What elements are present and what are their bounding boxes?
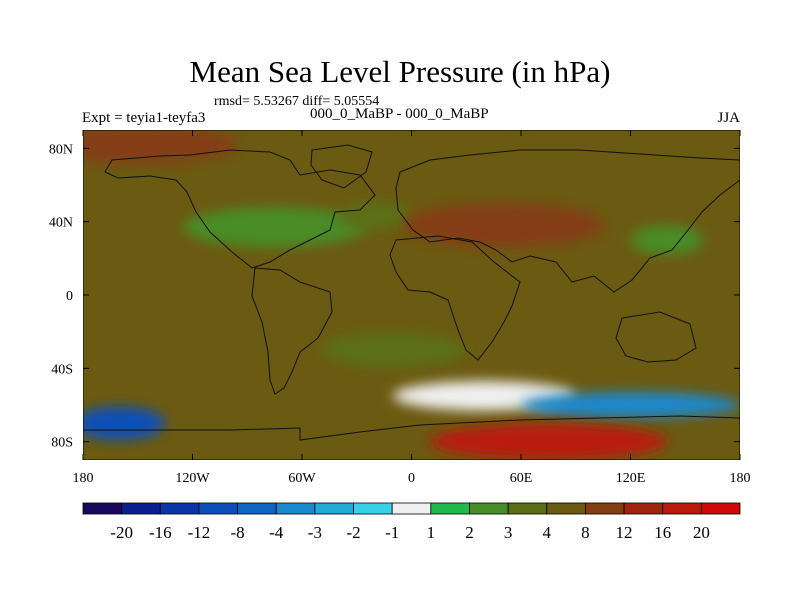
colorbar-swatch-5 xyxy=(275,502,316,515)
colorbar-swatch-4 xyxy=(237,502,277,515)
colorbar-swatch-14 xyxy=(623,502,664,515)
stats-line: rmsd= 5.53267 diff= 5.05554 xyxy=(214,94,380,109)
experiment-label: Expt = teyia1-teyfa3 xyxy=(82,110,206,126)
season-label: JJA xyxy=(717,110,740,126)
coastline-antarctica xyxy=(83,415,740,441)
colorbar-swatch-9 xyxy=(430,502,470,515)
colorbar-swatch-0 xyxy=(82,502,123,515)
colorbar-label-12: 8 xyxy=(581,523,590,542)
colorbar-swatch-2 xyxy=(159,502,200,515)
colorbar-label-3: -8 xyxy=(231,523,245,542)
colorbar-swatch-15 xyxy=(662,502,702,515)
coastlines xyxy=(83,144,740,441)
y-tick-label-4: 80S xyxy=(51,436,73,451)
colorbar-swatch-11 xyxy=(507,502,548,515)
coastline-south-america xyxy=(251,267,333,395)
colorbar-label-0: -20 xyxy=(110,523,133,542)
anomaly-0 xyxy=(183,207,366,248)
coastline-australia xyxy=(615,311,697,363)
coastline-greenland xyxy=(310,144,373,189)
anomaly-3 xyxy=(402,203,604,248)
y-axis: 80N 40N 0 40S 80S xyxy=(49,142,740,451)
anomaly-7 xyxy=(83,406,166,440)
coastline-eurasia xyxy=(395,149,740,293)
colorbar-swatch-10 xyxy=(469,502,509,515)
x-tick-label-5: 120E xyxy=(616,471,646,486)
x-tick-label-2: 60W xyxy=(288,471,316,486)
colorbar-label-4: -4 xyxy=(269,523,284,542)
colorbar-label-2: -12 xyxy=(188,523,211,542)
colorbar-label-10: 3 xyxy=(504,523,513,542)
colorbar-label-14: 16 xyxy=(654,523,671,542)
coastline-africa xyxy=(389,235,521,361)
x-tick-label-1: 120W xyxy=(175,471,210,486)
colorbar-swatch-13 xyxy=(585,502,625,515)
colorbar-swatch-1 xyxy=(121,502,161,515)
anomaly-4 xyxy=(83,130,239,163)
colorbar-swatch-8 xyxy=(391,502,432,515)
colorbar-swatch-16 xyxy=(700,502,741,515)
x-tick-label-6: 180 xyxy=(730,471,751,486)
colorbar: -20 -16 -12 -8 -4 -3 -2 -1 1 2 3 4 8 12 16 20 xyxy=(82,502,741,542)
y-tick-label-2: 0 xyxy=(66,289,73,304)
colorbar-label-15: 20 xyxy=(693,523,710,542)
x-axis: 180 120W 60W 0 60E 120E 180 xyxy=(73,130,751,486)
colorbar-swatch-12 xyxy=(546,502,586,515)
coastline-north-america xyxy=(104,149,376,269)
colorbar-swatch-7 xyxy=(353,502,393,515)
map-area xyxy=(83,130,740,460)
anomaly-layer xyxy=(83,130,740,460)
colorbar-swatch-3 xyxy=(198,502,238,515)
x-tick-label-0: 180 xyxy=(73,471,94,486)
chart-title: Mean Sea Level Pressure (in hPa) xyxy=(189,54,611,89)
y-tick-label-3: 40S xyxy=(51,362,73,377)
subtitle-label: 000_0_MaBP - 000_0_MaBP xyxy=(310,106,489,122)
colorbar-label-9: 2 xyxy=(465,523,474,542)
y-tick-label-0: 80N xyxy=(49,142,73,157)
anomaly-2 xyxy=(630,225,704,255)
x-tick-label-4: 60E xyxy=(510,471,533,486)
anomaly-8 xyxy=(429,423,667,460)
colorbar-label-5: -3 xyxy=(308,523,322,542)
colorbar-label-11: 4 xyxy=(543,523,552,542)
colorbar-label-8: 1 xyxy=(427,523,436,542)
anomaly-9 xyxy=(320,331,467,369)
colorbar-swatch-6 xyxy=(314,502,354,515)
colorbar-label-6: -2 xyxy=(346,523,360,542)
colorbar-label-7: -1 xyxy=(385,523,399,542)
x-tick-label-3: 0 xyxy=(408,471,415,486)
colorbar-label-13: 12 xyxy=(616,523,633,542)
colorbar-label-1: -16 xyxy=(149,523,172,542)
y-tick-label-1: 40N xyxy=(49,216,73,231)
anomaly-6 xyxy=(521,392,740,418)
anomaly-1 xyxy=(338,201,412,231)
